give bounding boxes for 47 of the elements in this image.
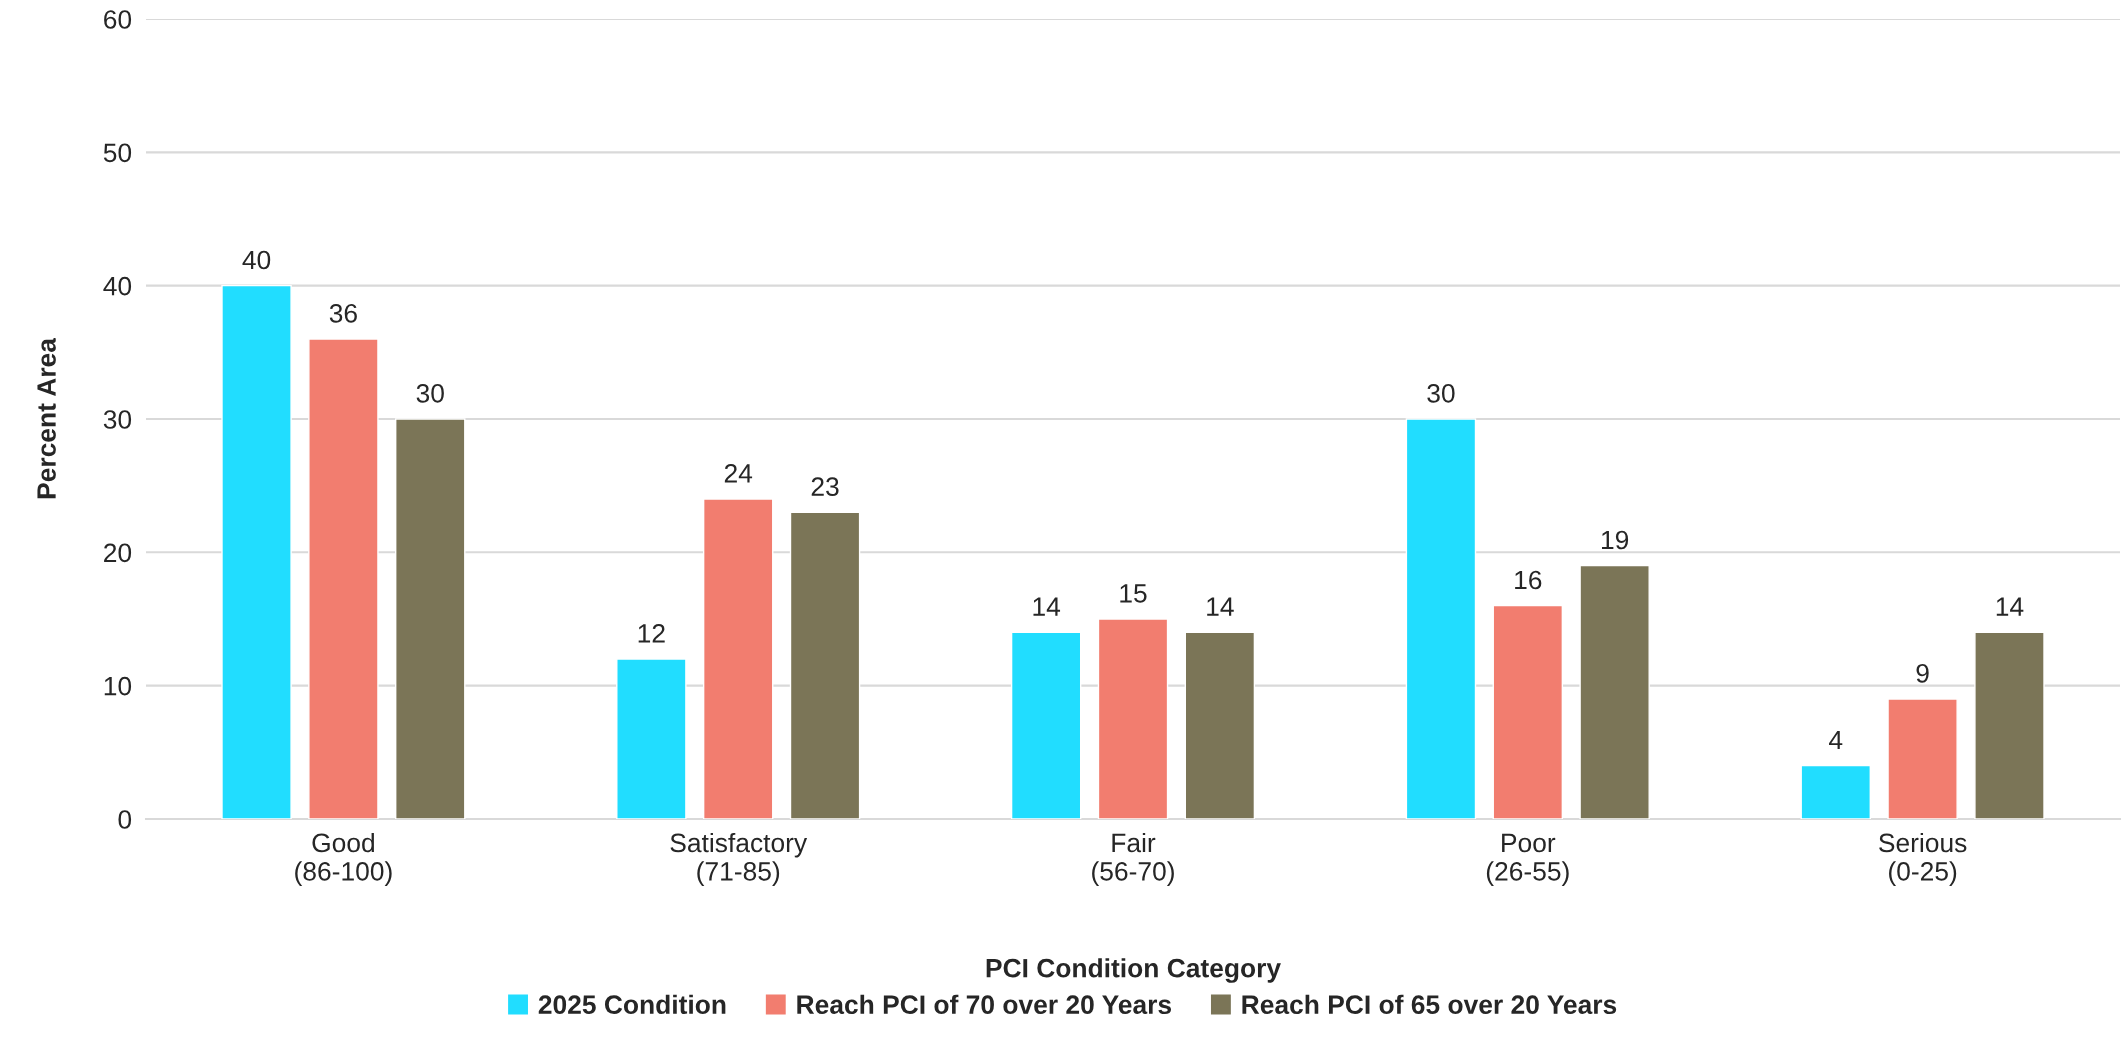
y-tick-label: 60 (104, 10, 132, 29)
data-label: 24 (724, 463, 753, 483)
bar (395, 418, 466, 819)
data-label: 23 (811, 477, 839, 497)
data-label: 30 (416, 383, 444, 403)
data-label: 16 (1515, 570, 1542, 590)
bar (1800, 764, 1871, 819)
legend-label: Reach PCI of 65 over 20 Years (1242, 994, 1617, 1015)
y-axis-title: Percent Area (37, 337, 56, 499)
data-label: 40 (242, 250, 271, 270)
y-tick-label: 50 (103, 143, 132, 163)
legend-label: Reach PCI of 70 over 20 Years (797, 994, 1172, 1015)
bar (1010, 631, 1082, 819)
x-axis-title: PCI Condition Category (986, 958, 1281, 983)
data-label: 36 (329, 303, 357, 323)
bar (1974, 631, 2045, 819)
bar (308, 338, 379, 819)
data-label: 9 (1916, 663, 1929, 683)
data-label: 4 (1829, 730, 1843, 750)
bar (1405, 418, 1477, 819)
data-label: 30 (1427, 383, 1455, 403)
bar (1579, 564, 1650, 819)
x-tick-label: Fair (56-70) (1092, 832, 1174, 886)
data-label: 14 (1996, 597, 2024, 616)
y-tick-label: 40 (103, 276, 132, 296)
x-tick-label: Good (86-100) (295, 832, 392, 886)
bar (789, 511, 861, 819)
data-label: 15 (1120, 584, 1147, 603)
legend-label: 2025 Condition (538, 994, 726, 1015)
y-tick-label: 10 (104, 676, 132, 696)
y-tick-label: 0 (118, 810, 132, 829)
y-tick-label: 20 (104, 543, 132, 563)
bar (616, 658, 687, 819)
data-label: 14 (1033, 597, 1061, 616)
x-tick-label: Satisfactory (71-85) (670, 832, 808, 886)
data-label: 12 (638, 623, 665, 643)
y-tick-label: 30 (103, 410, 132, 429)
bar (1184, 631, 1256, 819)
x-tick-label: Poor (26-55) (1486, 833, 1569, 886)
x-tick-label: Serious (0-25) (1879, 832, 1967, 886)
bar (1492, 604, 1564, 819)
data-label: 14 (1207, 597, 1234, 616)
bar (1097, 618, 1169, 819)
bar (221, 284, 292, 819)
bar (1887, 698, 1958, 819)
data-label: 19 (1601, 530, 1629, 550)
bar (702, 498, 774, 819)
